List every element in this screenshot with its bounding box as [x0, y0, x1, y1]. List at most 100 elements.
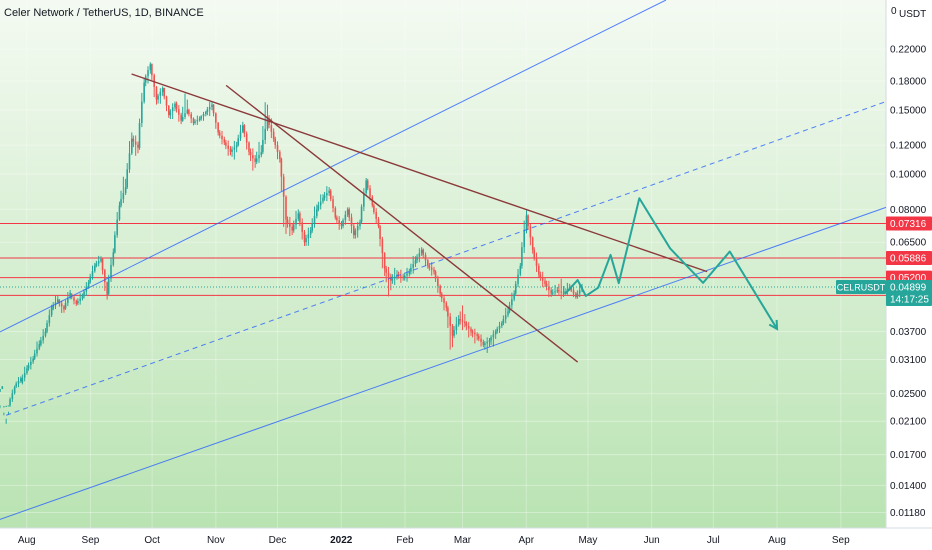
candle-body — [476, 334, 478, 336]
price-tick-label: 0.10000 — [890, 170, 927, 181]
candle-body — [576, 293, 579, 298]
candle-body — [492, 334, 495, 338]
candle-body — [303, 232, 306, 243]
candle — [77, 293, 84, 306]
candle-body — [519, 265, 522, 275]
candle-body — [305, 238, 307, 243]
candle — [465, 321, 472, 338]
candle — [9, 385, 16, 407]
time-tick-label: Jun — [644, 535, 660, 546]
candle — [533, 247, 540, 278]
candle-body — [205, 111, 207, 115]
candle-body — [190, 114, 192, 119]
candle-body — [50, 307, 53, 316]
candle-body — [385, 268, 388, 273]
candle — [539, 271, 546, 288]
candle — [237, 121, 244, 147]
candle-body — [461, 320, 464, 322]
candle-body — [175, 103, 178, 110]
candle-body — [373, 205, 375, 213]
candle-body — [455, 324, 458, 331]
candle-body — [89, 276, 92, 283]
candle — [33, 340, 41, 361]
candle-body — [348, 209, 351, 218]
trendlines[interactable] — [0, 0, 887, 520]
plot-background — [0, 0, 886, 528]
candle — [348, 207, 355, 239]
candle — [403, 267, 411, 282]
candle-body — [437, 278, 439, 286]
candle-body — [486, 341, 488, 344]
price-tick-label: 0.01180 — [890, 508, 926, 519]
candle-body — [223, 139, 226, 143]
candle-body — [550, 290, 552, 294]
candle — [231, 140, 238, 160]
time-axis[interactable]: Aug Sep Oct Nov Dec 2022 Feb Mar Apr May Jun Jul Aug… — [18, 535, 850, 546]
trendline-channel-middle[interactable] — [5, 101, 887, 416]
candle — [373, 203, 380, 229]
candle — [422, 248, 429, 269]
candle-body — [440, 293, 443, 299]
candle-body — [490, 337, 492, 341]
trendline-channel-upper[interactable] — [0, 0, 667, 333]
candle-body — [449, 316, 451, 326]
candle-body — [1, 386, 4, 390]
candle-body — [27, 365, 30, 369]
time-axis-background — [0, 528, 932, 550]
candle-body — [46, 323, 48, 332]
candle-body — [221, 135, 223, 140]
time-tick-label: Sep — [82, 535, 100, 546]
candle-body — [332, 199, 334, 209]
candle — [212, 104, 219, 136]
candle-body — [242, 125, 244, 132]
trendline-resistance[interactable] — [225, 84, 579, 363]
candle-body — [95, 263, 98, 266]
candle-body — [157, 95, 159, 100]
projection-path[interactable] — [564, 197, 779, 331]
candle-body — [422, 249, 425, 255]
candle-body — [406, 273, 408, 276]
price-axis-unit: USDT — [899, 9, 926, 20]
candle-body — [551, 292, 554, 294]
candle-body — [291, 226, 293, 231]
candle-body — [529, 226, 532, 238]
projection-line[interactable] — [564, 197, 778, 330]
candle-body — [301, 222, 303, 233]
trendline-channel-lower[interactable] — [0, 206, 887, 520]
candle-body — [155, 86, 158, 100]
projection-arrowhead — [768, 319, 779, 331]
trendline-resistance[interactable] — [131, 73, 708, 273]
candle-body — [334, 208, 337, 218]
price-tags: 0.073160.058860.052000.04647CELRUSDT0.04… — [0, 216, 932, 307]
candle-body — [336, 217, 338, 221]
candle-body — [143, 82, 145, 102]
candle — [496, 321, 503, 334]
candle-body — [340, 223, 343, 227]
candle-body — [64, 303, 67, 309]
candle-body — [393, 276, 396, 279]
candle-body — [535, 257, 538, 266]
candle-body — [541, 277, 544, 281]
candle — [138, 78, 145, 150]
candle — [40, 328, 47, 347]
level-price-tag-label: 0.07316 — [890, 219, 927, 230]
candle-body — [299, 213, 301, 223]
candle-body — [517, 274, 519, 284]
candle — [188, 108, 195, 126]
candle — [329, 188, 337, 220]
candle-body — [428, 265, 431, 268]
time-tick-label: Oct — [144, 535, 160, 546]
candle-body — [149, 64, 152, 71]
candle — [95, 255, 102, 268]
candle-body — [381, 239, 384, 254]
candle-body — [264, 128, 266, 140]
candle-body — [501, 323, 503, 326]
candle — [274, 136, 281, 163]
candle-body — [558, 290, 560, 292]
candle — [120, 176, 127, 208]
candle-body — [239, 131, 242, 139]
candle-body — [433, 269, 435, 272]
candle-body — [122, 193, 125, 200]
candle — [558, 278, 565, 300]
